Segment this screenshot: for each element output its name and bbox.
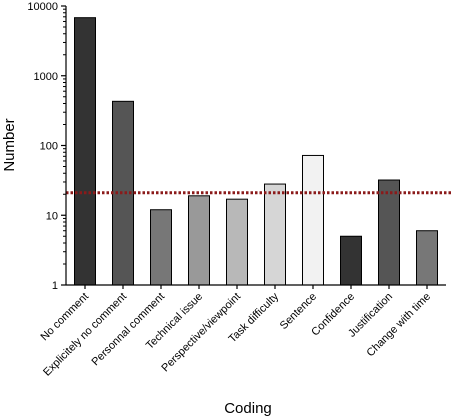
x-tick-label: Change with time <box>365 291 434 360</box>
bar <box>264 183 286 286</box>
bar <box>74 17 96 286</box>
bar <box>226 198 248 286</box>
bar <box>340 235 362 286</box>
y-axis-title: Number <box>1 118 18 171</box>
y-axis: 1 10 100 1000 10000 <box>27 1 67 292</box>
bar <box>416 230 438 286</box>
y-tick-label: 1000 <box>34 71 58 83</box>
x-tick-label: Personnal comment <box>89 291 167 369</box>
y-tick-label: 1 <box>52 280 58 292</box>
y-tick-label: 10000 <box>27 1 58 13</box>
y-tick-label: 10 <box>46 210 58 222</box>
bar <box>188 195 210 286</box>
bar <box>302 154 324 286</box>
bar <box>150 209 172 286</box>
bar <box>378 179 400 286</box>
x-axis-title: Coding <box>224 400 272 417</box>
y-tick-label: 100 <box>40 141 58 153</box>
bars-group <box>74 17 438 286</box>
